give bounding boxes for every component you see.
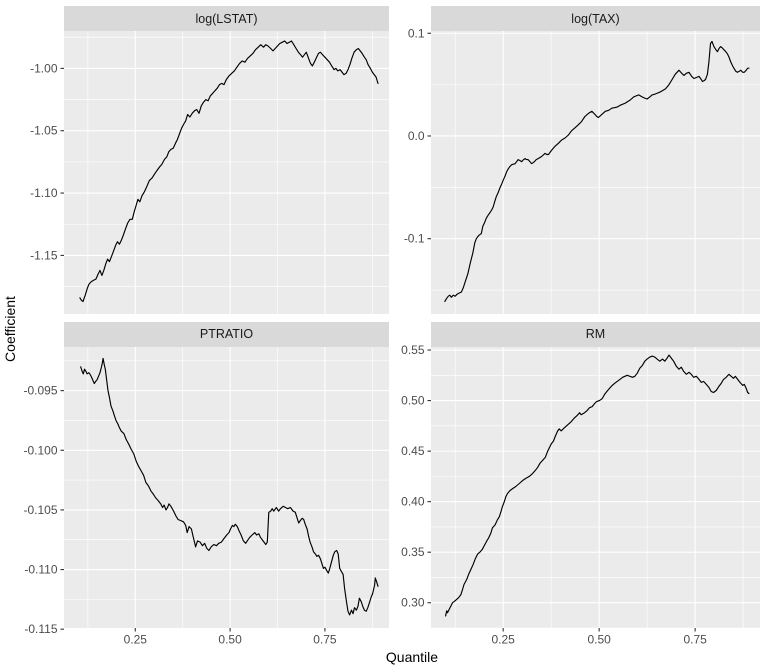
y-tick-label: -0.115	[24, 622, 57, 636]
facet-strip-label: PTRATIO	[199, 327, 254, 341]
facet-strip-label: RM	[585, 327, 606, 341]
x-tick-label: 0.75	[313, 633, 337, 647]
x-tick-label: 0.25	[124, 633, 148, 647]
facet-strip-label: log(TAX)	[571, 11, 620, 26]
x-tick-label: 0.25	[491, 633, 515, 647]
x-axis-title: Quantile	[385, 649, 439, 665]
facet-panel-2	[64, 346, 389, 628]
facet-strip-rm: RM	[431, 321, 760, 347]
y-tick-label: -0.110	[24, 563, 57, 577]
series-line-PTRATIO	[80, 357, 379, 616]
y-tick-label: -1.00	[30, 61, 58, 75]
facet-panel-1	[431, 31, 760, 314]
facet-strip-log-tax: log(TAX)	[431, 6, 760, 31]
panel-background	[431, 31, 760, 314]
y-tick-label: 0.55	[401, 343, 425, 357]
y-tick-label: -0.095	[23, 384, 57, 398]
y-tick-label: 0.35	[401, 545, 425, 559]
panel-background	[431, 346, 760, 628]
facet-strip-log-lstat: log(LSTAT)	[64, 6, 389, 31]
x-tick-label: 0.50	[587, 633, 611, 647]
panel-background	[64, 346, 389, 628]
y-axis-title: Coefficient	[2, 296, 18, 362]
y-tick-label: 0.1	[408, 26, 425, 40]
y-tick-label: -0.1	[404, 232, 425, 246]
y-tick-label: -0.105	[23, 503, 57, 517]
x-tick-label: 0.50	[218, 633, 242, 647]
y-tick-label: -1.05	[30, 124, 58, 138]
y-tick-label: 0.0	[408, 129, 425, 143]
series-line-RM	[445, 354, 750, 617]
y-tick-label: 0.50	[401, 394, 425, 408]
panel-background	[64, 31, 389, 314]
series-line-log(TAX)	[444, 40, 750, 302]
facet-panel-0	[64, 31, 389, 314]
facet-panel-3	[431, 346, 760, 628]
series-line-log(LSTAT)	[79, 40, 379, 303]
facet-strip-ptratio: PTRATIO	[64, 321, 389, 347]
y-tick-label: 0.30	[401, 596, 425, 610]
x-tick-label: 0.75	[683, 633, 707, 647]
y-tick-label: -0.100	[23, 443, 57, 457]
y-tick-label: -1.10	[30, 186, 58, 200]
y-tick-label: 0.45	[401, 444, 425, 458]
facet-strip-label: log(LSTAT)	[195, 11, 258, 26]
y-tick-label: -1.15	[30, 248, 58, 262]
y-tick-label: 0.40	[401, 495, 425, 509]
